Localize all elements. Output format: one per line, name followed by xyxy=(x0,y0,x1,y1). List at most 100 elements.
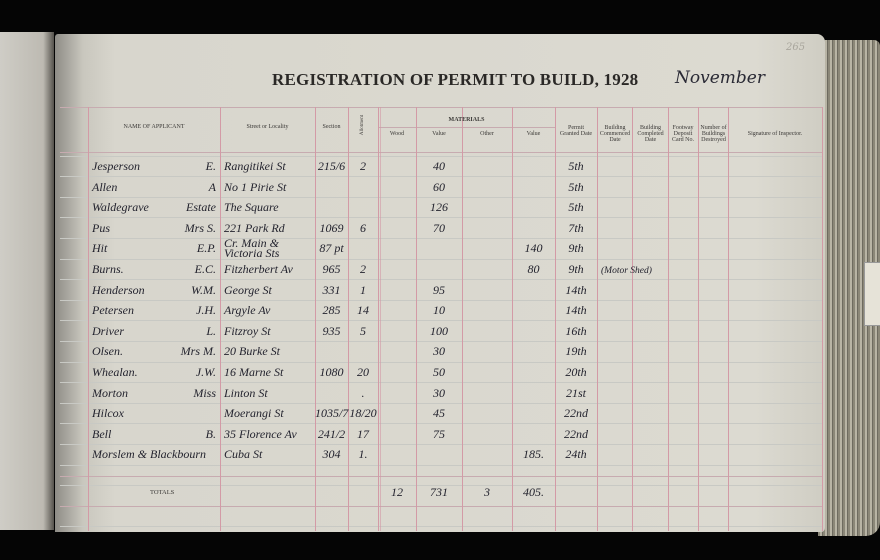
column-rule xyxy=(668,107,669,531)
cell-initials: B. xyxy=(205,426,216,441)
cell-section: 1080 xyxy=(319,365,344,379)
cell-permit: 7th xyxy=(568,220,584,235)
column-rule xyxy=(315,107,316,531)
cell-initials: L. xyxy=(206,323,216,338)
cell-allotment: 18/20 xyxy=(349,406,377,421)
column-rule xyxy=(462,107,463,531)
cell-allotment: 17 xyxy=(357,426,369,441)
ruled-line xyxy=(60,341,822,342)
cell-permit: 5th xyxy=(568,179,584,194)
cell-street: The Square xyxy=(224,200,279,215)
cell-name: Pus xyxy=(92,220,110,235)
header-destroyed: Number of Buildings Destroyed xyxy=(700,125,727,143)
cell-initials: E. xyxy=(205,159,216,173)
cell-name: Hit xyxy=(92,241,108,256)
header-top-rule xyxy=(60,107,822,108)
cell-name: Waldegrave xyxy=(92,200,149,215)
cell-street: Fitzherbert Av xyxy=(224,262,293,276)
totals-bottom-rule xyxy=(60,506,822,507)
column-rule xyxy=(348,107,349,531)
ruled-line xyxy=(60,238,822,239)
cell-other-value: 80 xyxy=(527,262,540,276)
cell-wood-value: 40 xyxy=(433,159,445,173)
column-rule xyxy=(220,107,221,531)
ruled-line xyxy=(60,197,822,198)
header-wood-value: Value xyxy=(432,131,446,137)
cell-initials: Mrs S. xyxy=(184,220,216,235)
ruled-line xyxy=(60,176,822,177)
cell-permit: 5th xyxy=(568,200,584,215)
page-title: REGISTRATION OF PERMIT TO BUILD, 1928 xyxy=(272,70,639,89)
cell-allotment: 1 xyxy=(360,282,366,297)
cell-permit: 20th xyxy=(565,365,587,379)
cell-permit: 14th xyxy=(565,282,587,297)
cell-name: Olsen. xyxy=(92,344,123,359)
cell-initials: Mrs M. xyxy=(180,344,216,359)
column-rule xyxy=(88,107,89,531)
column-rule xyxy=(378,107,379,531)
column-rule xyxy=(555,107,556,531)
total-other-value: 405. xyxy=(523,485,544,499)
column-rule xyxy=(597,107,598,531)
cell-section: 285 xyxy=(322,303,341,318)
cell-initials: E.P. xyxy=(196,241,216,256)
cell-name: Burns. xyxy=(92,262,124,276)
header-completed: Building Completed Date xyxy=(637,125,664,143)
total-wood-value: 731 xyxy=(430,485,448,499)
cell-permit: 14th xyxy=(565,303,587,318)
page-number: 265 xyxy=(786,42,806,53)
cell-wood-value: 30 xyxy=(433,344,445,359)
ruled-line xyxy=(60,526,822,527)
cell-allotment: 5 xyxy=(360,323,366,338)
totals-top-rule xyxy=(60,476,822,477)
column-rule xyxy=(380,107,381,531)
cell-allotment: 1. xyxy=(358,447,368,462)
cell-permit: 9th xyxy=(568,262,584,276)
header-name: NAME OF APPLICANT xyxy=(123,124,185,130)
ruled-line xyxy=(60,156,822,157)
total-other: 3 xyxy=(484,485,490,499)
cell-street: Cr. Main & Victoria Sts xyxy=(224,236,280,261)
cell-wood-value: 100 xyxy=(430,323,448,338)
cell-permit: 19th xyxy=(565,344,587,359)
cell-name: Driver xyxy=(92,323,124,338)
total-wood: 12 xyxy=(391,485,403,499)
cell-wood-value: 126 xyxy=(430,200,448,215)
ruled-line xyxy=(60,444,822,445)
ruled-line xyxy=(60,259,822,260)
cell-other-value: 140 xyxy=(524,241,543,256)
cell-allotment: 6 xyxy=(360,220,366,235)
column-rule xyxy=(728,107,729,531)
cell-permit: 22nd xyxy=(564,426,588,441)
cell-wood-value: 45 xyxy=(433,406,445,421)
cell-street: Rangitikei St xyxy=(224,159,286,173)
cell-street: Cuba St xyxy=(224,447,263,462)
cell-initials: A xyxy=(208,179,216,194)
cell-name: Bell xyxy=(92,426,112,441)
cell-section: 215/6 xyxy=(317,159,346,173)
ruled-line xyxy=(60,465,822,466)
ruled-line xyxy=(60,279,822,280)
cell-initials: W.M. xyxy=(191,282,216,297)
ruled-line xyxy=(60,320,822,321)
column-rule xyxy=(512,107,513,531)
cell-wood-value: 70 xyxy=(433,220,445,235)
header-commenced: Building Commenced Date xyxy=(599,125,631,143)
left-page-edge xyxy=(0,32,54,530)
cell-section: 304 xyxy=(322,447,341,462)
ledger-page xyxy=(55,34,825,532)
cell-allotment: 2 xyxy=(360,262,366,276)
cell-street: Fitzroy St xyxy=(224,323,271,338)
header-materials: MATERIALS xyxy=(448,117,485,123)
cell-permit: 9th xyxy=(568,241,584,256)
cell-allotment: 14 xyxy=(357,303,369,318)
cell-permit: 22nd xyxy=(564,406,588,421)
cell-wood-value: 95 xyxy=(433,282,445,297)
header-other: Other xyxy=(480,131,494,137)
cell-name: Jesperson xyxy=(92,159,140,173)
header-wood: Wood xyxy=(389,131,405,137)
ruled-line xyxy=(60,300,822,301)
cell-section: 87 pt xyxy=(319,241,344,256)
ruled-line xyxy=(60,362,822,363)
